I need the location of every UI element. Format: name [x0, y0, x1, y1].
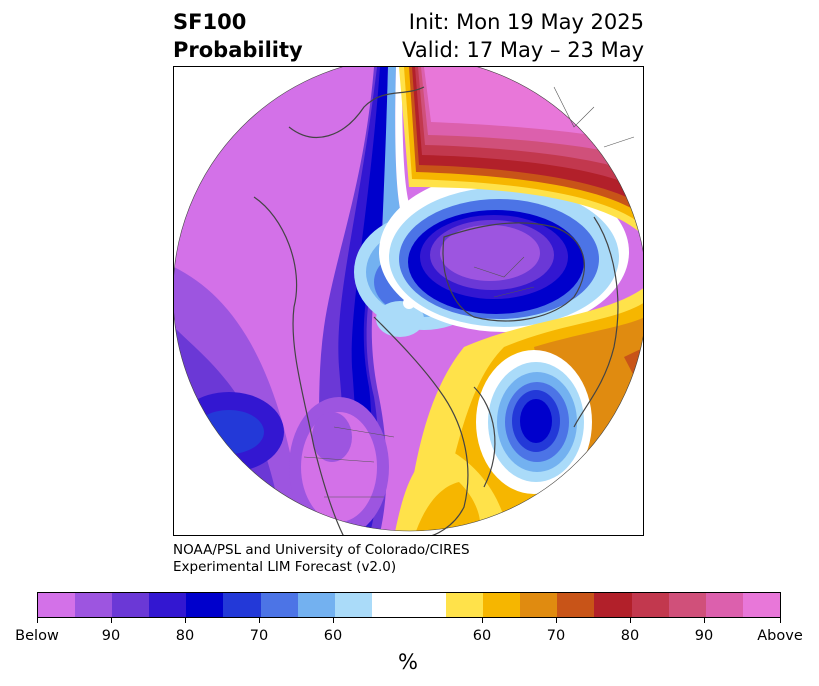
valid-range: Valid: 17 May – 23 May — [402, 38, 644, 62]
colorbar-tick-mark — [556, 618, 557, 623]
colorbar-tick-mark — [259, 618, 260, 623]
colorbar-tick-mark — [37, 618, 38, 623]
colorbar-segment — [149, 593, 187, 617]
credit: NOAA/PSL and University of Colorado/CIRE… — [173, 542, 470, 576]
colorbar-segment — [260, 593, 298, 617]
colorbar-segment — [742, 593, 780, 617]
colorbar-tick-label: 60 — [323, 628, 343, 644]
colorbar-tick-label: 60 — [472, 628, 492, 644]
country-borders-overlay — [303, 86, 635, 498]
coastline-overlay — [253, 86, 619, 535]
colorbar-segment — [594, 593, 632, 617]
colorbar-tick-label: Above — [757, 628, 803, 644]
colorbar-segment — [520, 593, 558, 617]
colorbar-tick-mark — [185, 618, 186, 623]
colorbar-segment — [186, 593, 224, 617]
colorbar-tick-label: 80 — [175, 628, 195, 644]
forecast-map — [174, 67, 643, 535]
globe-outline — [174, 67, 643, 532]
colorbar-segment — [631, 593, 669, 617]
colorbar-tick-mark — [780, 618, 781, 623]
title-left: SF100 Probability — [173, 8, 303, 64]
colorbar-tick-mark — [704, 618, 705, 623]
colorbar-tick-label: 70 — [249, 628, 269, 644]
colorbar-tick-mark — [482, 618, 483, 623]
colorbar-segment — [75, 593, 113, 617]
colorbar-segment — [668, 593, 706, 617]
variable-name: SF100 — [173, 10, 247, 34]
colorbar-segment — [705, 593, 743, 617]
credit-line-2: Experimental LIM Forecast (v2.0) — [173, 559, 397, 575]
colorbar-tick-label: 90 — [694, 628, 714, 644]
colorbar-segment — [112, 593, 150, 617]
product-name: Probability — [173, 38, 303, 62]
colorbar-tick-label: Below — [15, 628, 59, 644]
colorbar — [37, 592, 781, 618]
title-right: Init: Mon 19 May 2025 Valid: 17 May – 23… — [402, 8, 644, 64]
colorbar-unit: % — [398, 650, 418, 674]
init-date: Init: Mon 19 May 2025 — [408, 10, 644, 34]
colorbar-tick-mark — [630, 618, 631, 623]
colorbar-tick-mark — [111, 618, 112, 623]
colorbar-segment — [297, 593, 335, 617]
colorbar-segment — [223, 593, 261, 617]
map-panel — [173, 66, 644, 536]
colorbar-tick-mark — [333, 618, 334, 623]
colorbar-segment — [446, 593, 484, 617]
colorbar-segment — [483, 593, 521, 617]
colorbar-tick-label: 70 — [546, 628, 566, 644]
colorbar-segment — [557, 593, 595, 617]
colorbar-tick-label: 80 — [620, 628, 640, 644]
colorbar-segment — [371, 593, 447, 617]
colorbar-tick-label: 90 — [101, 628, 121, 644]
credit-line-1: NOAA/PSL and University of Colorado/CIRE… — [173, 542, 470, 558]
colorbar-segment — [334, 593, 372, 617]
colorbar-segment — [38, 593, 76, 617]
